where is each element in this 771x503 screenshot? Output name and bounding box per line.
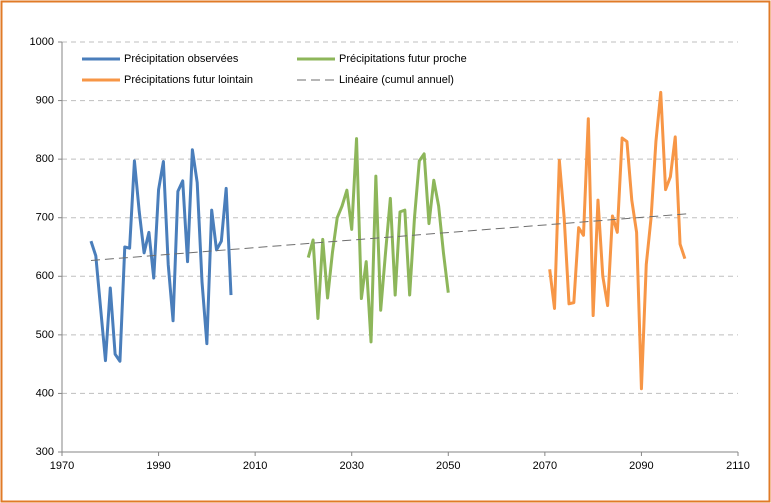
legend-label: Précipitation observées xyxy=(124,53,239,65)
x-tick-label: 2030 xyxy=(339,460,363,472)
y-tick-label: 500 xyxy=(36,329,54,341)
y-tick-label: 900 xyxy=(36,94,54,106)
y-tick-label: 700 xyxy=(36,212,54,224)
trend-line xyxy=(90,213,690,261)
y-tick-label: 600 xyxy=(36,270,54,282)
x-tick-label: 2070 xyxy=(533,460,557,472)
legend-label: Précipitations futur lointain xyxy=(124,74,253,86)
series-line xyxy=(548,90,687,391)
y-tick-label: 400 xyxy=(36,387,54,399)
series-line xyxy=(306,137,450,344)
y-tick-label: 300 xyxy=(36,446,54,458)
y-tick-label: 1000 xyxy=(30,36,54,48)
legend-label: Précipitations futur proche xyxy=(339,53,467,65)
x-tick-label: 2110 xyxy=(726,460,750,472)
legend-label: Linéaire (cumul annuel) xyxy=(339,74,454,86)
x-tick-label: 2090 xyxy=(629,460,653,472)
x-tick-label: 2050 xyxy=(436,460,460,472)
series-line xyxy=(89,148,233,363)
x-tick-label: 1970 xyxy=(50,460,74,472)
x-tick-label: 1990 xyxy=(146,460,170,472)
x-tick-label: 2010 xyxy=(243,460,267,472)
y-tick-label: 800 xyxy=(36,153,54,165)
